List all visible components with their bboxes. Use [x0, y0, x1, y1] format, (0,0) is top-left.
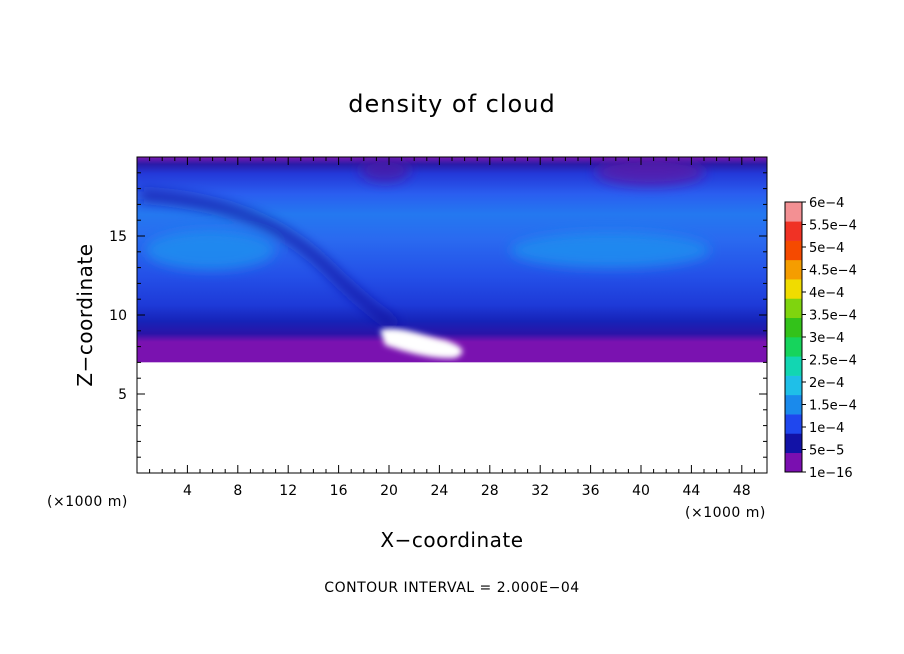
colorbar-label: 1e−16 [809, 466, 853, 481]
top-dark-patch-right [595, 158, 705, 186]
plot-area [137, 157, 767, 473]
colorbar-swatch [785, 221, 802, 241]
x-tick-label: 28 [481, 483, 499, 499]
colorbar-swatch [785, 202, 802, 222]
y-axis: 5 10 15 [109, 172, 767, 458]
y-axis-title: Z−coordinate [73, 243, 97, 386]
colorbar-label: 4.5e−4 [809, 264, 857, 279]
colorbar-swatch [785, 317, 802, 338]
cloud-features [139, 158, 710, 330]
x-tick-label: 12 [279, 483, 297, 499]
light-region-left [145, 230, 275, 270]
colorbar-swatch [785, 433, 802, 454]
colorbar-swatch [785, 240, 802, 261]
colorbar-label: 5e−5 [809, 444, 844, 459]
x-tick-label: 36 [582, 483, 600, 499]
colorbar-swatch [785, 337, 802, 357]
x-axis-title: X−coordinate [380, 528, 523, 552]
colorbar-swatch [785, 452, 802, 473]
y-tick-label: 5 [118, 387, 127, 403]
colorbar-swatch [785, 375, 802, 396]
colorbar-label: 4e−4 [809, 286, 844, 301]
contour-interval-note: CONTOUR INTERVAL = 2.000E−04 [324, 580, 579, 596]
colorbar-label: 2e−4 [809, 376, 844, 391]
colorbar-swatch [785, 259, 802, 280]
top-dark-patch-mid [360, 158, 410, 182]
x-tick-label: 32 [531, 483, 549, 499]
chart-title: density of cloud [348, 90, 555, 118]
x-unit-label: (×1000 m) [685, 505, 766, 521]
x-tick-label: 16 [330, 483, 348, 499]
y-tick-label: 15 [109, 229, 127, 245]
colorbar-swatch [785, 298, 802, 319]
colorbar-swatch [785, 356, 802, 376]
colorbar-swatch [785, 279, 802, 299]
x-tick-label: 8 [233, 483, 242, 499]
colorbar-label: 5e−4 [809, 241, 844, 256]
x-tick-label: 24 [430, 483, 448, 499]
light-region-right [510, 232, 710, 268]
colorbar-label: 3.5e−4 [809, 309, 857, 324]
colorbar-label: 1e−4 [809, 421, 844, 436]
colorbar-label: 5.5e−4 [809, 219, 857, 234]
dark-band [139, 190, 398, 330]
colorbar-swatch [785, 394, 802, 415]
x-tick-label: 48 [733, 483, 751, 499]
colorbar: 1e−16 5e−5 1e−4 1.5e−4 2e−4 2.5e−4 3e−4 3.5e−4 4… [784, 196, 857, 481]
colorbar-label: 2.5e−4 [809, 354, 857, 369]
x-tick-label: 44 [682, 483, 700, 499]
cloud-base-gap [380, 328, 463, 359]
x-axis: 4 8 12 16 20 24 28 32 36 40 44 48 [149, 157, 755, 499]
y-tick-label: 10 [109, 308, 127, 324]
y-unit-label: (×1000 m) [47, 494, 128, 510]
colorbar-swatch [785, 414, 802, 434]
colorbar-label: 6e−4 [809, 196, 844, 211]
colorbar-label: 3e−4 [809, 331, 844, 346]
colorbar-label: 1.5e−4 [809, 399, 857, 414]
x-tick-label: 4 [183, 483, 192, 499]
x-tick-label: 20 [380, 483, 398, 499]
x-tick-label: 40 [632, 483, 650, 499]
clear-air-region [137, 362, 767, 473]
